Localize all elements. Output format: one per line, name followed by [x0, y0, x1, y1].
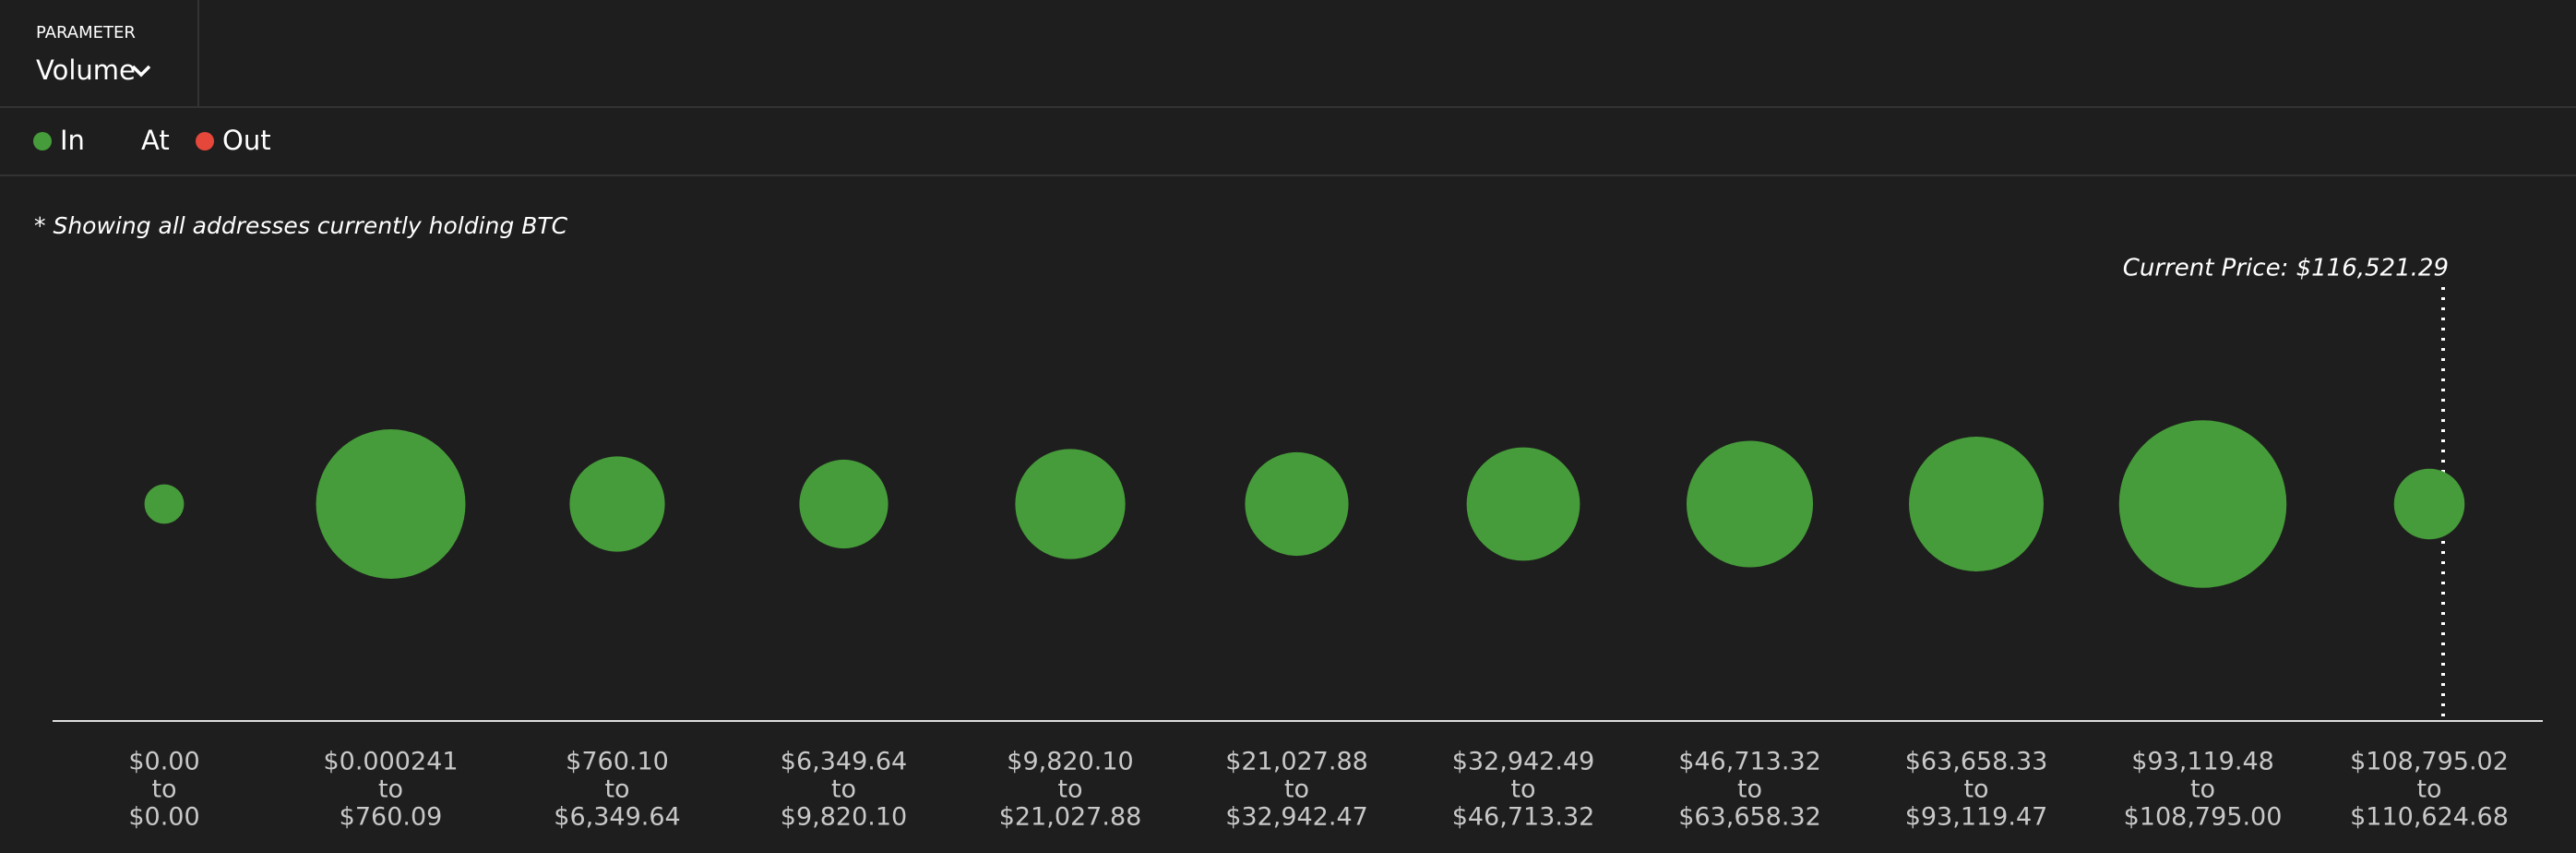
x-tick-label: $9,820.10 [781, 803, 907, 832]
bubble[interactable] [2393, 468, 2465, 540]
x-tick-label: $6,349.64 [554, 803, 680, 832]
x-tick-label: to [378, 775, 403, 804]
x-tick-label: to [1057, 775, 1082, 804]
x-tick-label: to [2416, 775, 2441, 804]
x-tick-label: $46,713.32 [1452, 803, 1595, 832]
legend-label[interactable]: At [141, 125, 170, 156]
bubble[interactable] [2118, 420, 2287, 588]
bubble[interactable] [1245, 451, 1349, 557]
chevron[interactable] [131, 65, 151, 78]
parameter-dropdown[interactable]: Volume [36, 54, 151, 86]
x-tick-label: $0.00 [128, 803, 199, 832]
bubble[interactable] [1909, 437, 2044, 571]
x-tick-label: $110,624.68 [2350, 803, 2509, 832]
x-tick-label: $9,820.10 [1007, 748, 1133, 776]
bubble[interactable] [1466, 447, 1580, 561]
legend-marker[interactable] [196, 132, 214, 150]
legend-label[interactable]: In [60, 125, 85, 156]
legend-label[interactable]: Out [222, 125, 271, 156]
x-tick-label: to [2190, 775, 2215, 804]
x-tick-label: $760.09 [340, 803, 443, 832]
x-tick-label: $32,942.49 [1452, 748, 1595, 776]
x-tick-label: $108,795.02 [2350, 748, 2509, 776]
bubble[interactable] [316, 429, 466, 579]
x-tick-label: $46,713.32 [1678, 748, 1821, 776]
x-tick-label: $0.00 [128, 748, 199, 776]
x-tick-label: $0.000241 [323, 748, 458, 776]
x-tick-label: $760.10 [566, 748, 669, 776]
x-tick-label: $21,027.88 [999, 803, 1142, 832]
x-tick-label: to [604, 775, 629, 804]
bubble[interactable] [569, 456, 665, 552]
x-tick-label: $93,119.47 [1905, 803, 2048, 832]
x-tick-label: $108,795.00 [2124, 803, 2283, 832]
x-tick-label: to [1963, 775, 1988, 804]
parameter-label: PARAMETER [36, 23, 136, 42]
x-tick-label: $6,349.64 [781, 748, 907, 776]
x-tick-label: $32,942.47 [1225, 803, 1368, 832]
x-tick-label: $63,658.33 [1905, 748, 2048, 776]
x-tick-label: $93,119.48 [2131, 748, 2274, 776]
bubble[interactable] [1015, 449, 1126, 559]
legend-marker[interactable] [33, 132, 52, 150]
current-price-label: Current Price: $116,521.29 [2123, 255, 2449, 282]
bubble[interactable] [144, 484, 185, 524]
x-tick-label: to [1510, 775, 1535, 804]
x-tick-label: to [1284, 775, 1309, 804]
note: * Showing all addresses currently holdin… [34, 212, 568, 239]
x-tick-label: $21,027.88 [1225, 748, 1368, 776]
x-tick-label: $63,658.32 [1678, 803, 1821, 832]
parameter-value[interactable]: Volume [36, 54, 136, 86]
x-tick-label: to [151, 775, 176, 804]
x-tick-label: to [831, 775, 856, 804]
x-tick-label: to [1737, 775, 1762, 804]
bubble[interactable] [1686, 440, 1814, 568]
bubble[interactable] [799, 459, 888, 549]
